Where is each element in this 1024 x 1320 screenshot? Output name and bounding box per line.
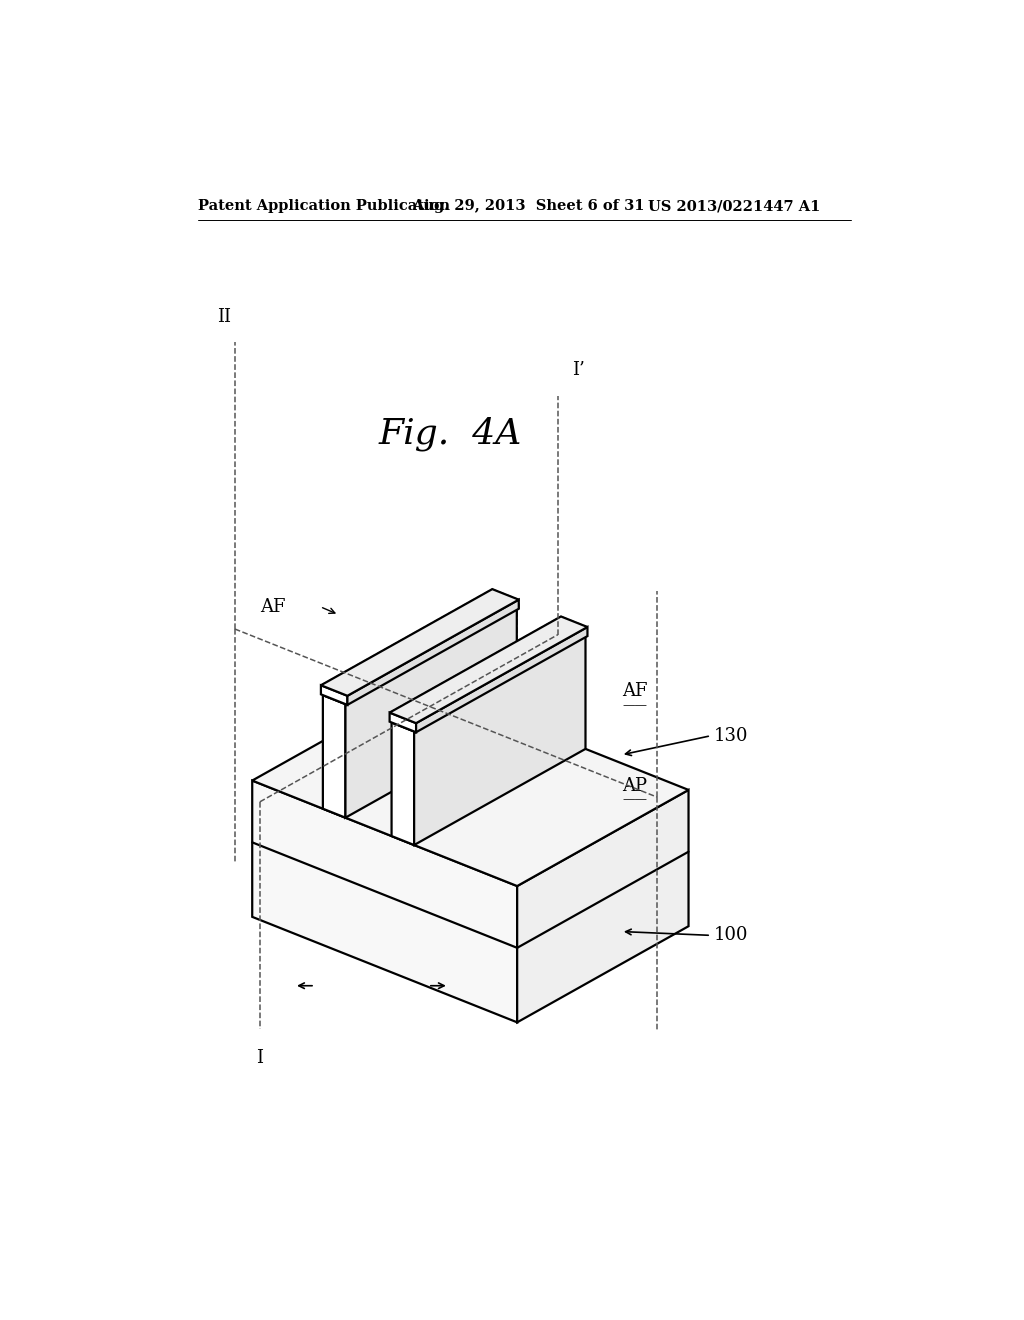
- Text: I: I: [256, 1049, 263, 1067]
- Polygon shape: [391, 722, 414, 845]
- Polygon shape: [323, 599, 517, 704]
- Polygon shape: [321, 589, 519, 696]
- Polygon shape: [414, 635, 586, 845]
- Text: Patent Application Publication: Patent Application Publication: [199, 199, 451, 213]
- Text: AF: AF: [623, 682, 648, 700]
- Text: US 2013/0221447 A1: US 2013/0221447 A1: [648, 199, 820, 213]
- Polygon shape: [389, 713, 416, 733]
- Text: AP: AP: [623, 777, 647, 795]
- Polygon shape: [252, 780, 517, 1022]
- Polygon shape: [321, 685, 347, 705]
- Polygon shape: [347, 599, 519, 705]
- Text: II’: II’: [441, 739, 461, 756]
- Text: Aug. 29, 2013  Sheet 6 of 31: Aug. 29, 2013 Sheet 6 of 31: [412, 199, 644, 213]
- Text: I’: I’: [571, 362, 585, 379]
- Text: 130: 130: [714, 727, 748, 744]
- Polygon shape: [345, 609, 517, 817]
- Polygon shape: [517, 789, 688, 1022]
- Polygon shape: [252, 685, 688, 886]
- Text: 100: 100: [714, 927, 748, 944]
- Text: II: II: [217, 309, 231, 326]
- Polygon shape: [323, 696, 345, 817]
- Text: ——: ——: [623, 698, 647, 711]
- Polygon shape: [416, 627, 588, 733]
- Text: ——: ——: [623, 793, 647, 807]
- Polygon shape: [389, 616, 588, 723]
- Text: AF: AF: [260, 598, 286, 615]
- Text: Fig.  4A: Fig. 4A: [379, 417, 522, 451]
- Polygon shape: [391, 626, 586, 731]
